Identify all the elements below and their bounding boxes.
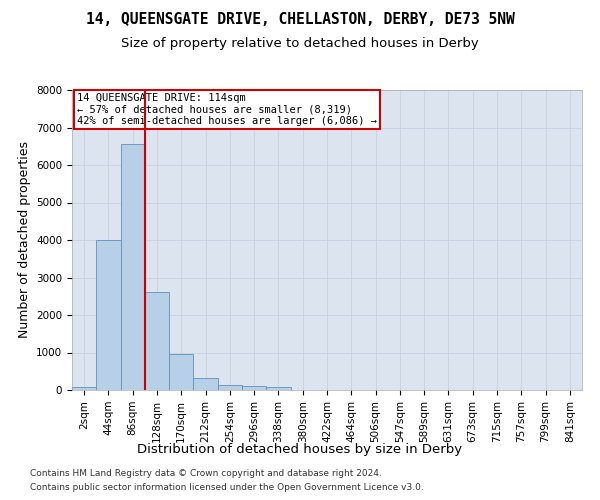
Bar xyxy=(169,354,193,390)
Bar xyxy=(218,385,242,390)
Text: 14 QUEENSGATE DRIVE: 114sqm
← 57% of detached houses are smaller (8,319)
42% of : 14 QUEENSGATE DRIVE: 114sqm ← 57% of det… xyxy=(77,93,377,126)
Bar xyxy=(145,292,169,390)
Bar xyxy=(242,386,266,390)
Text: Size of property relative to detached houses in Derby: Size of property relative to detached ho… xyxy=(121,38,479,51)
Bar xyxy=(72,387,96,390)
Y-axis label: Number of detached properties: Number of detached properties xyxy=(17,142,31,338)
Bar xyxy=(96,240,121,390)
Text: Contains public sector information licensed under the Open Government Licence v3: Contains public sector information licen… xyxy=(30,484,424,492)
Bar xyxy=(121,144,145,390)
Text: Contains HM Land Registry data © Crown copyright and database right 2024.: Contains HM Land Registry data © Crown c… xyxy=(30,468,382,477)
Text: 14, QUEENSGATE DRIVE, CHELLASTON, DERBY, DE73 5NW: 14, QUEENSGATE DRIVE, CHELLASTON, DERBY,… xyxy=(86,12,514,28)
Bar xyxy=(266,387,290,390)
Text: Distribution of detached houses by size in Derby: Distribution of detached houses by size … xyxy=(137,442,463,456)
Bar xyxy=(193,378,218,390)
